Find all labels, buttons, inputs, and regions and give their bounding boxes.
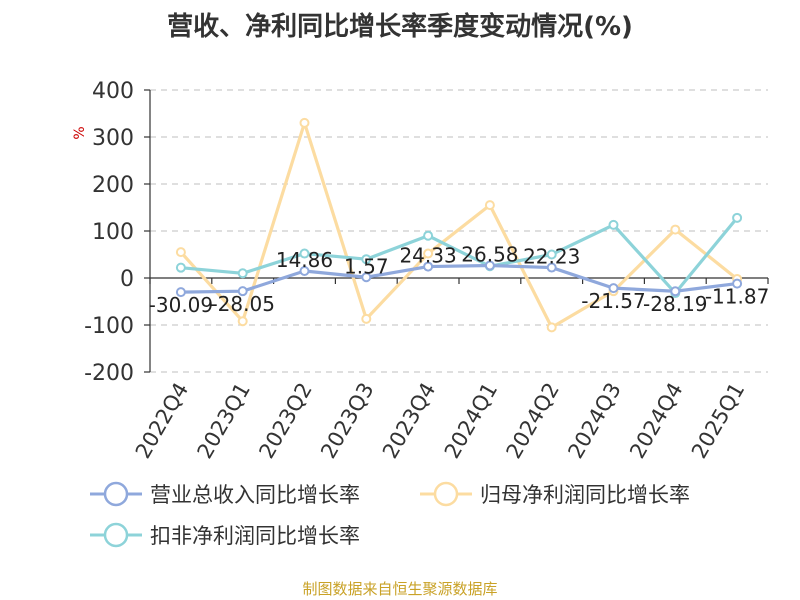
legend-label: 扣非净利润同比增长率 bbox=[150, 524, 360, 548]
data-point bbox=[732, 278, 743, 289]
data-label: 26.58 bbox=[461, 243, 518, 267]
data-point bbox=[361, 272, 372, 283]
data-point bbox=[175, 247, 186, 258]
legend-swatch-icon bbox=[420, 481, 472, 507]
data-point bbox=[175, 262, 186, 273]
data-point bbox=[299, 266, 310, 277]
data-label: -11.87 bbox=[705, 285, 769, 309]
x-tick-label: 2023Q1 bbox=[193, 379, 255, 463]
data-label: 22.23 bbox=[523, 245, 580, 269]
x-tick-label: 2025Q1 bbox=[687, 379, 749, 463]
data-label: -28.19 bbox=[643, 292, 707, 316]
data-label: -30.09 bbox=[149, 293, 213, 317]
data-label: 1.57 bbox=[344, 254, 389, 278]
x-tick-label: 2023Q2 bbox=[254, 379, 316, 463]
y-tick-label: 0 bbox=[120, 267, 134, 292]
data-point bbox=[608, 283, 619, 294]
series-line bbox=[180, 263, 738, 294]
data-point bbox=[423, 248, 434, 259]
data-label: 24.33 bbox=[399, 244, 456, 268]
legend-label: 营业总收入同比增长率 bbox=[150, 483, 360, 507]
data-point bbox=[423, 261, 434, 272]
series-lines bbox=[175, 117, 743, 333]
data-point bbox=[299, 248, 310, 259]
y-tick-label: 400 bbox=[92, 79, 134, 104]
x-tick-label: 2024Q4 bbox=[625, 379, 687, 463]
y-tick-label: 100 bbox=[92, 220, 134, 245]
legend-label: 归母净利润同比增长率 bbox=[480, 483, 690, 507]
data-point bbox=[237, 268, 248, 279]
y-tick-label: 200 bbox=[92, 173, 134, 198]
data-point bbox=[608, 219, 619, 230]
y-tick-label: 300 bbox=[92, 126, 134, 151]
series-line bbox=[180, 216, 739, 295]
legend-item[interactable]: 营业总收入同比增长率 bbox=[90, 478, 360, 510]
x-tick-label: 2024Q3 bbox=[563, 379, 625, 463]
data-label: 14.86 bbox=[276, 248, 333, 272]
y-tick-label: -100 bbox=[84, 314, 134, 339]
data-point bbox=[299, 117, 310, 128]
data-point bbox=[237, 316, 248, 327]
data-point bbox=[423, 230, 434, 241]
data-point bbox=[237, 286, 248, 297]
data-point bbox=[670, 286, 681, 297]
x-tick-label: 2024Q1 bbox=[440, 379, 502, 463]
data-point bbox=[732, 212, 743, 223]
x-tick-label: 2023Q3 bbox=[316, 379, 378, 463]
y-axis-title: % bbox=[72, 126, 88, 139]
data-point bbox=[175, 287, 186, 298]
data-point bbox=[546, 249, 557, 260]
data-point bbox=[484, 200, 495, 211]
chart-title: 营收、净利同比增长率季度变动情况(%) bbox=[167, 12, 633, 42]
y-tick-label: -200 bbox=[84, 361, 134, 386]
x-tick-label: 2023Q4 bbox=[378, 378, 440, 462]
data-label: -28.05 bbox=[210, 292, 274, 316]
legend-swatch-icon bbox=[90, 522, 142, 548]
data-point bbox=[484, 260, 495, 271]
legend-item[interactable]: 扣非净利润同比增长率 bbox=[90, 519, 360, 551]
data-point bbox=[361, 254, 372, 265]
legend-swatch-icon bbox=[90, 481, 142, 507]
x-tick-label: 2024Q2 bbox=[502, 379, 564, 463]
legend-item[interactable]: 归母净利润同比增长率 bbox=[420, 478, 690, 510]
data-point bbox=[670, 224, 681, 235]
data-point bbox=[546, 262, 557, 273]
data-point bbox=[546, 322, 557, 333]
data-point bbox=[361, 313, 372, 324]
x-tick-label: 2022Q4 bbox=[131, 379, 193, 463]
source-note: 制图数据来自恒生聚源数据库 bbox=[302, 580, 498, 598]
data-label: -21.57 bbox=[581, 289, 645, 313]
